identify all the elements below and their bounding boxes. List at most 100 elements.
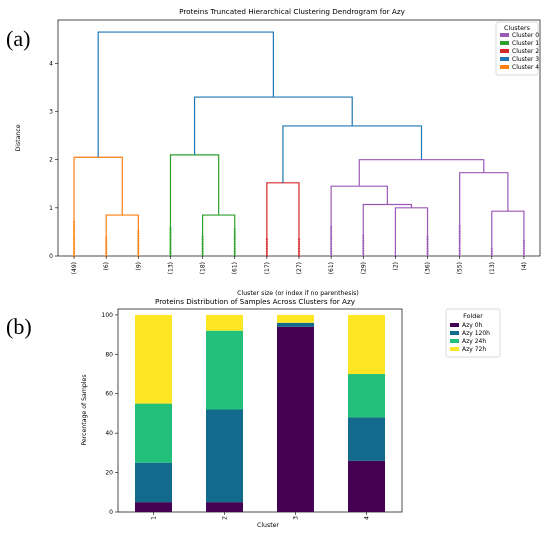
dendrogram-leaf-point: [522, 249, 526, 252]
dendrogram-leaf-point: [265, 245, 268, 248]
dendrogram-leaf-point: [169, 229, 172, 232]
dendrogram-leaf-point: [362, 249, 365, 253]
bar-segment: [277, 326, 314, 512]
bar-legend-swatch: [450, 331, 459, 335]
bar-y-tick-label: 40: [105, 430, 113, 437]
dendrogram-leaf-point: [201, 250, 204, 253]
dendrogram-leaf-point: [72, 223, 76, 226]
bar-segment: [135, 502, 172, 512]
dendrogram-leaf-point: [201, 247, 204, 250]
dendrogram-leaf-point: [458, 252, 461, 255]
dendrogram-legend-label: Cluster 4: [512, 64, 539, 71]
dendrogram-leaf-label: (29): [360, 262, 367, 274]
dendrogram-leaf-point: [72, 230, 76, 234]
dendrogram-link: [362, 203, 413, 256]
dendrogram-leaf-point: [233, 242, 236, 246]
dendrogram-leaf-point: [490, 250, 493, 253]
bar-segment: [206, 314, 243, 331]
dendrogram-leaf-point: [458, 247, 461, 250]
bar-y-tick-label: 0: [109, 509, 113, 516]
dendrogram-leaf-point: [458, 225, 461, 228]
dendrogram-leaf-point: [137, 237, 140, 240]
dendrogram-leaf-label: (49): [71, 262, 78, 274]
dendrogram-leaf-point: [330, 238, 333, 241]
dendrogram-leaf-point: [297, 250, 301, 253]
dendrogram-leaf-point: [522, 247, 526, 250]
dendrogram-leaf-point: [265, 240, 268, 243]
dendrogram-legend-swatch: [500, 41, 509, 45]
dendrogram-leaf-point: [137, 234, 140, 238]
dendrogram-leaf-point: [233, 230, 236, 234]
dendrogram-leaf-point: [330, 226, 333, 229]
bar-segment: [277, 322, 314, 327]
bar-segment: [135, 462, 172, 503]
bar-segment: [277, 314, 314, 323]
dendrogram-leaf-point: [265, 250, 268, 253]
dendrogram-leaf-point: [72, 252, 76, 255]
panel-label-b: (b): [6, 314, 32, 339]
dendrogram-leaf-point: [169, 233, 172, 237]
dendrogram-leaf-label: (6): [103, 262, 110, 271]
dendrogram-leaf-point: [458, 234, 461, 238]
dendrogram-leaf-point: [297, 238, 301, 241]
dendrogram-leaf-point: [490, 252, 493, 255]
dendrogram-leaf-point: [169, 247, 172, 251]
dendrogram-leaf-point: [297, 240, 301, 243]
dendrogram-leaf-point: [330, 245, 333, 248]
bar-segment: [348, 417, 385, 461]
dendrogram-leaf-point: [426, 250, 429, 253]
dendrogram-leaf-point: [169, 236, 172, 239]
dendrogram-leaf-point: [458, 249, 461, 253]
dendrogram-y-tick-label: 1: [49, 205, 53, 212]
dendrogram-link: [459, 172, 509, 256]
dendrogram-leaf-point: [426, 247, 429, 250]
dendrogram-leaf-point: [137, 252, 140, 255]
dendrogram-leaf-point: [169, 243, 172, 246]
bar-segment: [348, 314, 385, 375]
dendrogram-x-label: Cluster size (or index if no parenthesis…: [237, 290, 359, 297]
dendrogram-leaf-point: [265, 242, 268, 246]
panel-label-a: (a): [6, 26, 30, 51]
dendrogram-leaf-point: [233, 228, 236, 231]
dendrogram-leaf-point: [137, 247, 140, 250]
dendrogram-leaf-point: [72, 228, 76, 231]
dendrogram-leaf-point: [137, 242, 140, 245]
dendrogram-leaf-point: [297, 242, 301, 246]
dendrogram-leaf-point: [265, 238, 268, 241]
dendrogram-leaf-point: [72, 242, 76, 246]
bar-legend-swatch: [450, 323, 459, 327]
dendrogram-leaf-point: [265, 247, 268, 250]
dendrogram-leaf-point: [362, 239, 365, 242]
bar-legend-label: Azy 120h: [462, 330, 490, 337]
bar-y-tick-label: 100: [102, 312, 114, 319]
dendrogram-leaf-point: [426, 235, 429, 238]
dendrogram-leaf-point: [201, 245, 204, 248]
dendrogram-leaf-point: [330, 242, 333, 246]
dendrogram-leaf-point: [72, 233, 76, 236]
dendrogram-leaf-point: [201, 238, 204, 241]
dendrogram-y-tick-label: 2: [49, 157, 53, 164]
dendrogram-leaf-point: [72, 240, 76, 243]
bar-legend-swatch: [450, 347, 459, 351]
dendrogram-leaf-point: [137, 249, 140, 253]
dendrogram-leaf-point: [426, 245, 429, 248]
dendrogram-leaf-label: (55): [457, 262, 464, 274]
dendrogram-legend-label: Cluster 2: [512, 48, 539, 55]
dendrogram-leaf-label: (27): [296, 262, 303, 274]
bar-segment: [348, 374, 385, 418]
dendrogram-leaf-point: [426, 252, 429, 255]
bar-legend-title: Folder: [463, 312, 483, 320]
dendrogram-link: [73, 156, 123, 256]
bar-x-label: Cluster: [257, 522, 279, 529]
dendrogram-link: [266, 182, 300, 256]
dendrogram-leaf-label: (9): [135, 262, 142, 271]
dendrogram-leaf-point: [169, 231, 172, 234]
dendrogram-title: Proteins Truncated Hierarchical Clusteri…: [179, 7, 405, 16]
bar-y-tick-label: 80: [105, 351, 113, 358]
bar-axes-frame: [117, 308, 403, 513]
dendrogram-leaf-point: [105, 243, 108, 246]
bar-y-label: Percentage of Samples: [81, 374, 88, 445]
bar-x-tick-label: 1: [151, 516, 158, 520]
